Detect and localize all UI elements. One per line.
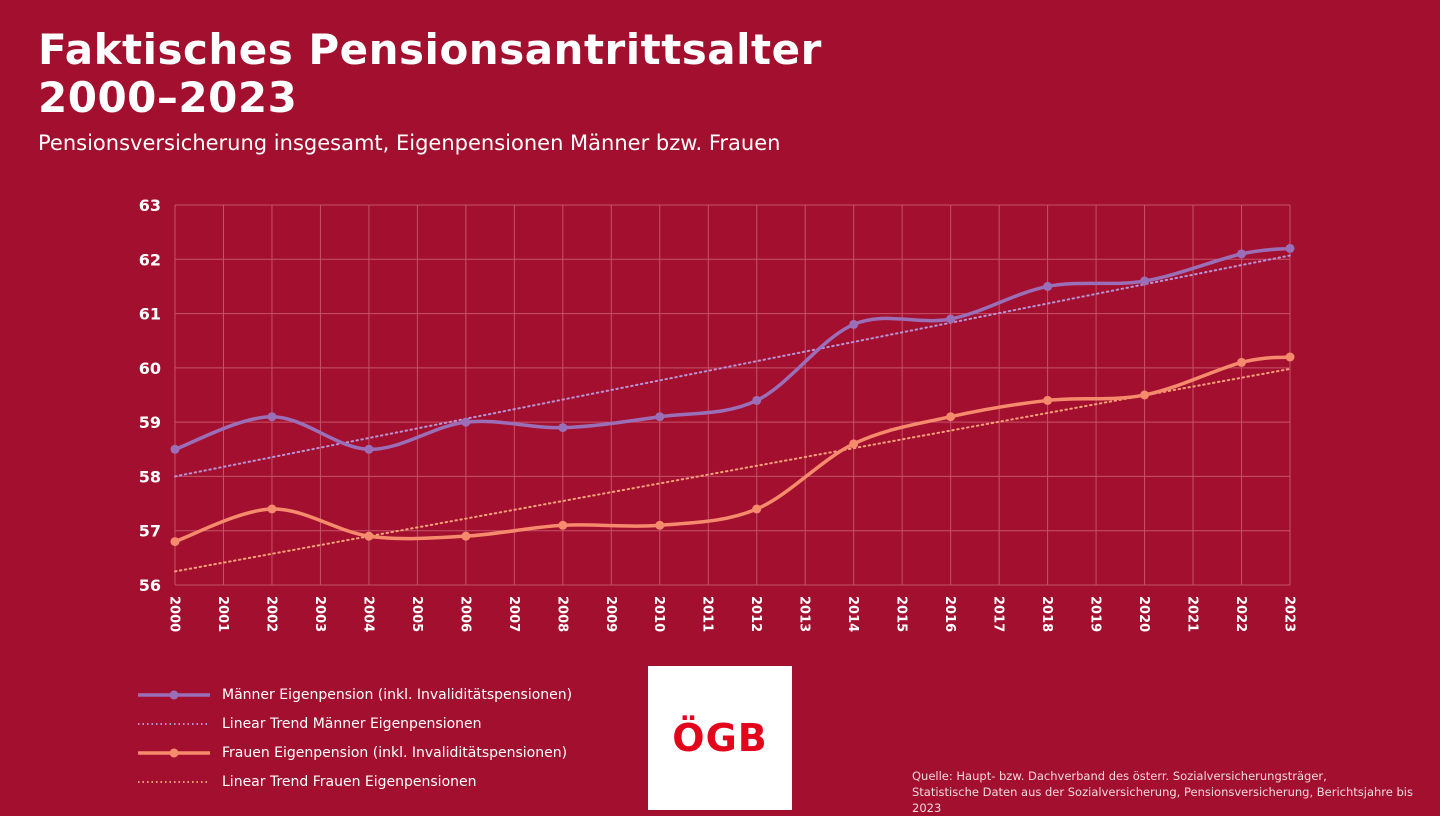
data-point-women [461, 531, 471, 541]
data-point-women [1237, 357, 1247, 367]
legend-label-men-trend: Linear Trend Männer Eigenpensionen [222, 715, 482, 732]
x-tick-label: 2022 [1233, 596, 1248, 632]
x-tick-label: 2011 [700, 596, 715, 632]
x-tick-label: 2009 [603, 596, 618, 632]
y-tick-label: 58 [139, 467, 161, 486]
legend-swatch-women-trend [138, 780, 210, 783]
legend-label-men: Männer Eigenpension (inkl. Invaliditätsp… [222, 686, 573, 703]
data-point-women [267, 504, 277, 514]
data-point-men [461, 417, 471, 427]
data-point-men [946, 314, 956, 324]
data-point-men [267, 412, 277, 422]
title-line-2: 2000–2023 [38, 73, 298, 122]
x-tick-label: 2000 [166, 596, 181, 632]
legend-item-women: Frauen Eigenpension (inkl. Invaliditätsp… [136, 738, 572, 767]
x-tick-label: 2019 [1088, 596, 1103, 632]
source-note: Quelle: Haupt- bzw. Dachverband des öste… [912, 768, 1440, 816]
page-title: Faktisches Pensionsantrittsalter 2000–20… [38, 26, 822, 122]
oegb-logo: ÖGB [648, 666, 792, 810]
page-subtitle: Pensionsversicherung insgesamt, Eigenpen… [38, 131, 781, 155]
x-tick-label: 2012 [748, 596, 763, 632]
data-point-women [1285, 352, 1295, 362]
legend-item-women-trend: Linear Trend Frauen Eigenpensionen [136, 767, 572, 796]
legend-swatch-men-trend [138, 722, 210, 725]
data-point-men [849, 319, 859, 329]
data-point-men [1237, 249, 1247, 259]
x-tick-label: 2003 [312, 596, 327, 632]
data-point-women [1140, 390, 1150, 400]
legend-item-men: Männer Eigenpension (inkl. Invaliditätsp… [136, 680, 572, 709]
y-tick-label: 59 [139, 413, 161, 432]
data-point-men [1285, 243, 1295, 253]
x-tick-label: 2014 [845, 596, 860, 632]
x-tick-label: 2018 [1039, 596, 1054, 632]
trend-line-men [174, 254, 1291, 478]
series-line-men [173, 246, 1292, 452]
data-point-men [170, 444, 180, 454]
x-tick-label: 2001 [215, 596, 230, 632]
data-point-women [946, 412, 956, 422]
x-axis-ticks: 2000 2001 2002 2003 2004 2005 2006 2007 2008 2009… [166, 596, 1296, 632]
trend-line-women [174, 367, 1291, 573]
data-point-men [364, 444, 374, 454]
data-point-women [655, 520, 665, 530]
data-point-women [558, 520, 568, 530]
legend-item-men-trend: Linear Trend Männer Eigenpensionen [136, 709, 572, 738]
y-tick-label: 60 [139, 359, 161, 378]
source-line-1: Quelle: Haupt- bzw. Dachverband des öste… [912, 769, 1327, 783]
x-tick-label: 2020 [1136, 596, 1151, 632]
title-line-1: Faktisches Pensionsantrittsalter [38, 25, 822, 74]
legend: Männer Eigenpension (inkl. Invaliditätsp… [136, 680, 572, 796]
markers [170, 243, 1295, 547]
x-tick-label: 2010 [651, 596, 666, 632]
legend-swatch-men [138, 690, 210, 699]
y-tick-label: 61 [139, 305, 161, 324]
trend-lines [174, 254, 1291, 573]
data-point-men [655, 412, 665, 422]
legend-swatch-women [138, 748, 210, 757]
x-tick-label: 2007 [506, 596, 521, 632]
data-point-men [1140, 276, 1150, 286]
series-lines [173, 246, 1292, 544]
series-line-women [173, 355, 1292, 544]
x-tick-label: 2015 [894, 596, 909, 632]
x-tick-label: 2004 [360, 596, 375, 632]
data-point-women [1043, 395, 1053, 405]
data-point-men [752, 395, 762, 405]
data-point-women [849, 439, 859, 449]
x-tick-label: 2016 [942, 596, 957, 632]
x-tick-label: 2005 [409, 596, 424, 632]
y-tick-label: 56 [139, 576, 161, 595]
y-axis-ticks: 56 57 58 59 60 61 62 63 [139, 196, 161, 595]
data-point-men [558, 423, 568, 433]
y-tick-label: 57 [139, 522, 161, 541]
legend-label-women: Frauen Eigenpension (inkl. Invaliditätsp… [222, 744, 568, 761]
x-tick-label: 2021 [1184, 596, 1199, 632]
legend-label-women-trend: Linear Trend Frauen Eigenpensionen [222, 773, 477, 790]
x-tick-label: 2017 [991, 596, 1006, 632]
y-tick-label: 62 [139, 250, 161, 269]
data-point-women [364, 531, 374, 541]
x-tick-label: 2013 [797, 596, 812, 632]
data-point-women [170, 537, 180, 547]
x-tick-label: 2008 [554, 596, 569, 632]
source-line-2: Statistische Daten aus der Sozialversich… [912, 785, 1413, 815]
x-tick-label: 2002 [263, 596, 278, 632]
grid [174, 204, 1291, 586]
y-tick-label: 63 [139, 196, 161, 215]
data-point-men [1043, 281, 1053, 291]
x-tick-label: 2006 [457, 596, 472, 632]
data-point-women [752, 504, 762, 514]
x-tick-label: 2023 [1281, 596, 1296, 632]
logo-text: ÖGB [672, 716, 768, 760]
